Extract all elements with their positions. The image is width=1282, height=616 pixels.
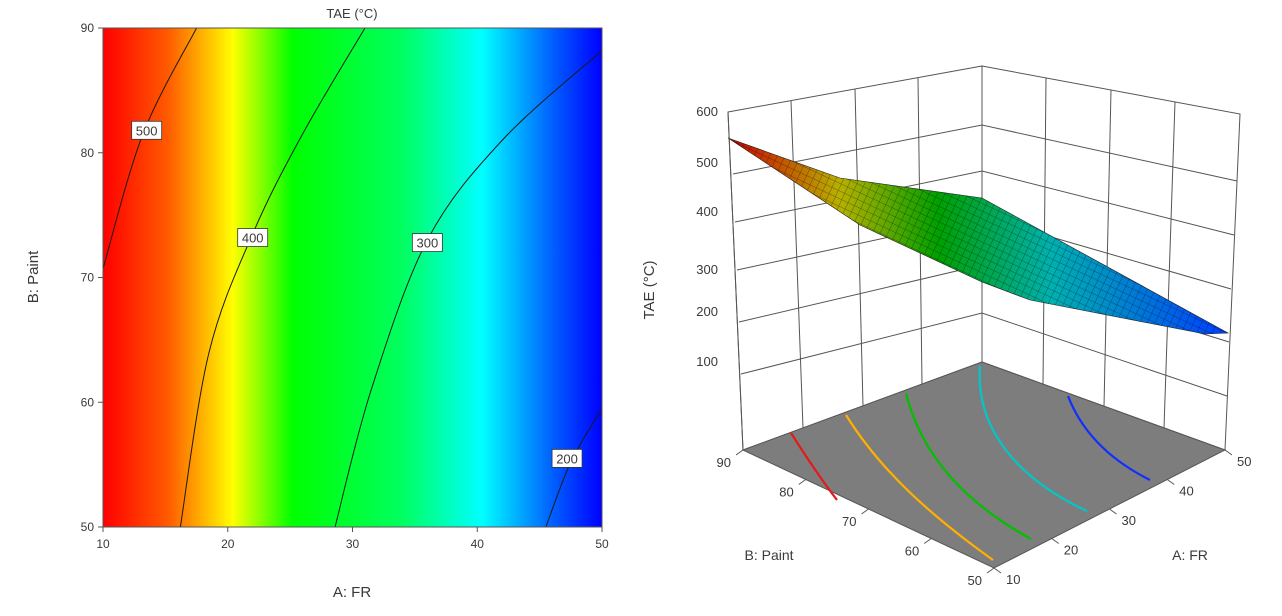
surface-z-axis-label: TAE (°C)	[641, 260, 658, 319]
floor-contours	[790, 365, 1151, 561]
surface-paint-ticks: 90 80 70 60 50	[717, 449, 995, 588]
response-surface	[727, 137, 1230, 335]
surface-fr-tick-label: 20	[1064, 543, 1078, 558]
surface-paint-tick-label: 50	[968, 573, 982, 588]
contour-y-ticks: 50 60 70 80 90	[81, 21, 103, 534]
contour-title: TAE (°C)	[326, 6, 377, 21]
surface-paint-tick-label: 80	[779, 485, 793, 500]
surface-paint-tick-mark	[986, 567, 995, 574]
surface-wall-grid	[732, 77, 1238, 429]
surface-fr-tick-label: 40	[1179, 484, 1193, 499]
surface-paint-tick-label: 60	[905, 544, 919, 559]
contour-x-axis-label: A: FR	[333, 584, 372, 601]
contour-color-field	[103, 28, 602, 527]
surface-mesh-lines	[728, 138, 1228, 334]
contour-y-tick-label: 60	[81, 395, 95, 409]
contour-x-tick-label: 10	[96, 537, 110, 551]
surface-z-ticks: 100 200 300 400 500 600	[696, 104, 718, 369]
contour-x-tick-label: 40	[471, 537, 485, 551]
surface-chart: 100 200 300 400 500 600 90 80 70 60 50 10 20 30 40 50…	[641, 65, 1251, 588]
floor-contour-300	[904, 392, 1032, 540]
surface-z-tick-label: 200	[696, 304, 718, 319]
surface-z-tick-label: 400	[696, 204, 718, 219]
surface-fr-axis-label: A: FR	[1172, 547, 1208, 563]
contour-label-400: 400	[237, 228, 269, 247]
surface-fr-tick-label: 30	[1122, 513, 1136, 528]
surface-fr-tick-mark	[1109, 508, 1117, 515]
contour-label-500: 500	[131, 120, 163, 140]
surface-z-tick-label: 600	[696, 104, 718, 119]
svg-text:200: 200	[556, 451, 578, 466]
surface-axes-lines	[727, 111, 744, 451]
floor-contour-200a	[978, 365, 1088, 512]
surface-paint-tick-label: 70	[842, 514, 856, 529]
contour-x-tick-label: 30	[346, 537, 360, 551]
contour-label-300: 300	[411, 233, 443, 252]
contour-y-tick-label: 70	[81, 271, 95, 285]
surface-paint-tick-mark	[735, 449, 744, 456]
surface-z-tick-label: 300	[696, 262, 718, 277]
surface-paint-tick-mark	[798, 479, 807, 485]
surface-fr-tick-label: 50	[1237, 454, 1251, 469]
svg-text:400: 400	[242, 231, 264, 246]
contour-label-200: 200	[551, 448, 583, 468]
surface-fr-tick-mark	[1051, 538, 1060, 544]
surface-paint-tick-label: 90	[717, 455, 731, 470]
contour-x-tick-label: 50	[595, 537, 609, 551]
surface-z-tick-label: 100	[696, 354, 718, 369]
contour-y-tick-label: 80	[81, 146, 95, 160]
floor-contour-500	[790, 432, 838, 501]
svg-text:500: 500	[136, 123, 158, 138]
surface-paint-tick-mark	[861, 508, 869, 515]
surface-z-tick-label: 500	[696, 155, 718, 170]
contour-y-tick-label: 50	[81, 520, 95, 534]
surface-fr-tick-label: 10	[1006, 572, 1020, 587]
floor-contour-200b	[1066, 395, 1151, 481]
surface-fr-tick-mark	[1224, 449, 1233, 456]
contour-chart: 10 20 30 40 50 50 60 70 80 90 500 400 300 200 TAE (…	[25, 6, 609, 601]
contour-y-axis-label: B: Paint	[25, 250, 42, 303]
contour-y-tick-label: 90	[81, 21, 95, 35]
contour-labels: 500 400 300 200	[131, 120, 583, 468]
surface-fr-ticks: 10 20 30 40 50	[993, 449, 1251, 587]
surface-paint-tick-mark	[923, 538, 932, 544]
contour-x-ticks: 10 20 30 40 50	[96, 527, 609, 551]
floor-contour-400	[845, 414, 994, 561]
surface-fr-tick-mark	[1166, 479, 1175, 485]
contour-x-tick-label: 20	[221, 537, 235, 551]
surface-paint-axis-label: B: Paint	[744, 547, 793, 563]
surface-fr-tick-mark	[993, 567, 1002, 574]
svg-text:300: 300	[416, 236, 438, 251]
